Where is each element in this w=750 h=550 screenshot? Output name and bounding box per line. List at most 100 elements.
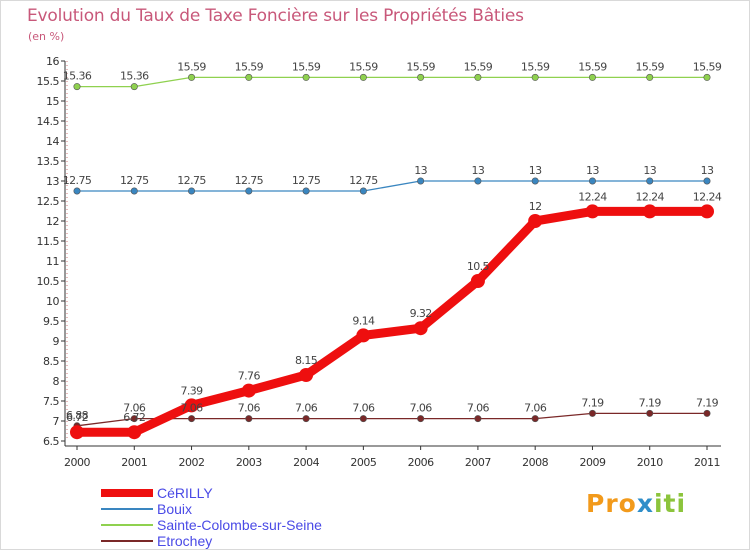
x-tick-label: 2007 — [465, 456, 491, 469]
data-label: 15.59 — [406, 60, 435, 73]
data-point — [470, 274, 485, 288]
data-point — [73, 83, 81, 91]
data-point — [646, 73, 654, 81]
data-label: 15.59 — [635, 60, 664, 73]
data-label: 12.75 — [235, 174, 264, 187]
x-tick-label: 2003 — [236, 456, 262, 469]
legend-label: Bouix — [157, 501, 193, 517]
data-label: 7.06 — [352, 402, 375, 415]
data-point — [359, 415, 367, 423]
data-label: 6.88 — [66, 409, 89, 422]
data-point — [299, 368, 314, 382]
series-line-3 — [76, 412, 708, 427]
x-tick-label: 2001 — [121, 456, 147, 469]
x-tick-label: 2000 — [64, 456, 90, 469]
data-label: 13 — [643, 164, 656, 177]
data-point — [188, 73, 196, 81]
y-tick-label: 11 — [46, 255, 59, 268]
y-tick-label: 6.5 — [43, 435, 59, 448]
data-point — [130, 187, 138, 195]
data-point — [245, 415, 253, 423]
y-tick-label: 7 — [53, 415, 60, 428]
y-tick-label: 14 — [46, 135, 59, 148]
y-tick-label: 13.5 — [37, 155, 60, 168]
data-point — [70, 425, 84, 440]
data-label: 7.76 — [238, 370, 261, 383]
legend-label: Sainte-Colombe-sur-Seine — [157, 517, 322, 533]
data-label: 9.14 — [352, 314, 375, 327]
x-tick-label: 2008 — [522, 456, 548, 469]
data-point — [302, 415, 310, 423]
y-tick-label: 8 — [53, 375, 60, 388]
data-label: 9.32 — [410, 307, 432, 320]
data-label: 7.19 — [581, 396, 604, 409]
data-point — [588, 177, 596, 185]
data-label: 12.24 — [578, 190, 607, 203]
y-tick-label: 14.5 — [37, 115, 60, 128]
data-label: 7.06 — [180, 402, 203, 415]
data-label: 15.59 — [177, 60, 206, 73]
x-tick-label: 2011 — [694, 456, 720, 469]
legend-swatch — [101, 489, 153, 497]
data-label: 6.72 — [123, 411, 145, 424]
proxiti-logo: Proxiti — [586, 489, 687, 518]
data-label: 7.39 — [180, 384, 203, 397]
data-point — [245, 73, 253, 81]
series-line-2 — [76, 76, 708, 88]
data-label: 12.24 — [693, 190, 722, 203]
data-label: 10.5 — [467, 260, 490, 273]
y-tick-label: 12.5 — [37, 195, 60, 208]
data-point — [302, 73, 310, 81]
data-label: 15.59 — [292, 60, 321, 73]
data-label: 13 — [414, 164, 427, 177]
data-label: 7.19 — [696, 396, 719, 409]
legend-swatch — [101, 508, 153, 510]
data-label: 15.59 — [693, 60, 722, 73]
data-point — [356, 328, 371, 343]
data-point — [474, 177, 482, 185]
data-point — [703, 177, 711, 185]
x-tick-label: 2006 — [408, 456, 434, 469]
y-tick-label: 10 — [46, 295, 59, 308]
data-label: 15.59 — [578, 60, 607, 73]
data-point — [188, 415, 196, 423]
data-point — [703, 409, 711, 417]
data-label: 8.15 — [295, 354, 318, 367]
x-tick-label: 2009 — [579, 456, 605, 469]
legend-swatch — [101, 524, 153, 526]
data-label: 12.75 — [63, 174, 92, 187]
data-point — [188, 187, 196, 195]
data-point — [73, 187, 81, 195]
data-label: 7.06 — [410, 402, 433, 415]
y-tick-label: 8.5 — [43, 355, 59, 368]
data-point — [474, 415, 482, 423]
data-point — [585, 204, 600, 219]
chart-title: Evolution du Taux de Taxe Foncière sur l… — [27, 6, 524, 26]
data-point — [184, 398, 199, 413]
data-label: 7.06 — [123, 402, 146, 415]
unit-label: (en %) — [28, 30, 65, 43]
y-tick-label: 16 — [46, 55, 59, 68]
data-point — [531, 73, 539, 81]
data-point — [130, 415, 138, 423]
x-tick-label: 2010 — [637, 456, 663, 469]
y-tick-label: 11.5 — [37, 235, 60, 248]
data-label: 15.59 — [235, 60, 264, 73]
y-tick-label: 12 — [46, 215, 59, 228]
x-tick-label: 2002 — [179, 456, 205, 469]
data-point — [245, 187, 253, 195]
data-point — [646, 177, 654, 185]
x-tick-label: 2004 — [293, 456, 319, 469]
series-line-1 — [76, 180, 708, 192]
data-label: 7.19 — [639, 396, 662, 409]
data-point — [359, 73, 367, 81]
data-point — [703, 73, 711, 81]
data-labels: 12.75 12.75 12.75 12.75 12.75 12.75 13 13 13 13 13… — [63, 60, 723, 424]
data-point — [528, 214, 543, 228]
series-layer — [70, 73, 714, 440]
data-label: 6.72 — [66, 411, 88, 424]
data-point — [359, 187, 367, 195]
y-tick-label: 9.5 — [43, 315, 59, 328]
